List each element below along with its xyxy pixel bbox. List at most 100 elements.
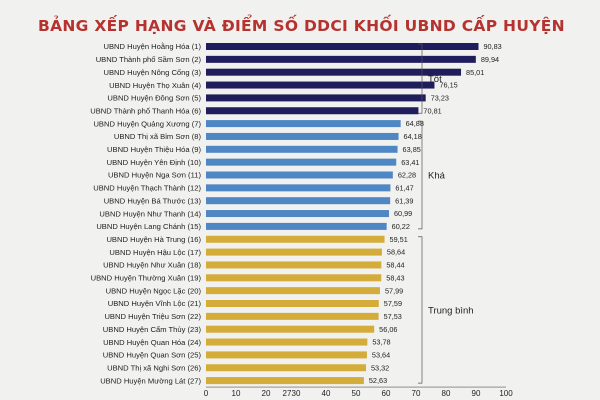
bar bbox=[206, 43, 479, 50]
value-label: 70,81 bbox=[423, 106, 441, 115]
bar bbox=[206, 68, 462, 76]
category-label: UBND Huyện Thiệu Hóa (9) bbox=[107, 145, 201, 154]
group-label: Tốt bbox=[428, 74, 442, 85]
category-label: UBND Huyện Như Thanh (14) bbox=[99, 209, 201, 218]
x-tick-label: 100 bbox=[499, 389, 513, 398]
value-label: 58,64 bbox=[387, 248, 405, 257]
bar bbox=[206, 274, 382, 282]
bar bbox=[206, 197, 391, 205]
bar bbox=[206, 351, 367, 359]
category-label: UBND Huyện Quảng Xương (7) bbox=[93, 119, 201, 128]
bar bbox=[206, 145, 398, 153]
bar bbox=[206, 325, 375, 333]
value-label: 60,22 bbox=[392, 222, 410, 231]
x-tick-label: 27 bbox=[283, 389, 292, 398]
category-label: UBND Huyện Lang Chánh (15) bbox=[96, 222, 201, 231]
bar bbox=[206, 364, 366, 372]
bar bbox=[206, 132, 399, 140]
value-label: 85,01 bbox=[466, 68, 484, 77]
x-tick-label: 80 bbox=[442, 389, 451, 398]
x-tick-label: 0 bbox=[204, 389, 209, 398]
bar bbox=[206, 171, 393, 179]
category-label: UBND Huyện Mường Lát (27) bbox=[100, 376, 201, 385]
bar bbox=[206, 81, 435, 89]
bar bbox=[206, 377, 364, 385]
value-label: 53,64 bbox=[372, 351, 390, 360]
value-label: 60,99 bbox=[394, 209, 412, 218]
category-label: UBND Huyện Thạch Thành (12) bbox=[93, 184, 201, 193]
bar bbox=[206, 261, 382, 269]
value-label: 89,94 bbox=[481, 55, 499, 64]
bar bbox=[206, 158, 397, 166]
group-bracket bbox=[418, 236, 423, 384]
x-tick-label: 40 bbox=[322, 389, 331, 398]
x-tick-label: 10 bbox=[232, 389, 241, 398]
value-label: 57,59 bbox=[384, 299, 402, 308]
bar bbox=[206, 312, 379, 320]
bar bbox=[206, 222, 387, 230]
value-label: 76,15 bbox=[439, 81, 457, 90]
group-bracket bbox=[418, 43, 423, 114]
bar bbox=[206, 184, 391, 192]
category-label: UBND Huyện Triệu Sơn (22) bbox=[104, 312, 201, 321]
value-label: 52,63 bbox=[369, 376, 387, 385]
category-label: UBND Huyện Hoằng Hóa (1) bbox=[104, 42, 202, 51]
bar bbox=[206, 210, 389, 218]
x-tick-label: 60 bbox=[382, 389, 391, 398]
value-label: 56,06 bbox=[379, 325, 397, 334]
value-label: 90,83 bbox=[483, 42, 501, 51]
category-label: UBND Huyện Hà Trung (16) bbox=[106, 235, 201, 244]
x-tick-label: 30 bbox=[292, 389, 301, 398]
category-label: UBND Thành phố Thanh Hóa (6) bbox=[90, 106, 201, 115]
bar bbox=[206, 55, 476, 63]
category-label: UBND Thị xã Nghi Sơn (26) bbox=[107, 363, 201, 372]
group-label: Khá bbox=[428, 171, 446, 182]
value-label: 53,32 bbox=[371, 363, 389, 372]
category-label: UBND Thành phố Sầm Sơn (2) bbox=[96, 55, 202, 64]
chart-title: BẢNG XẾP HẠNG VÀ ĐIỂM SỐ DDCI KHỐI UBND … bbox=[38, 17, 565, 35]
category-label: UBND Huyện Đông Sơn (5) bbox=[107, 94, 201, 103]
category-label: UBND Huyện Hậu Lộc (17) bbox=[109, 248, 201, 257]
value-label: 57,99 bbox=[385, 286, 403, 295]
value-label: 57,53 bbox=[384, 312, 402, 321]
bar bbox=[206, 300, 379, 307]
bar bbox=[206, 120, 401, 128]
value-label: 53,78 bbox=[372, 338, 390, 347]
value-label: 61,47 bbox=[395, 183, 413, 192]
x-tick-label: 90 bbox=[472, 389, 481, 398]
bar bbox=[206, 248, 382, 256]
category-label: UBND Huyện Yên Định (10) bbox=[107, 158, 202, 167]
value-label: 62,28 bbox=[398, 171, 416, 180]
category-label: UBND Huyện Vĩnh Lộc (21) bbox=[108, 299, 202, 308]
x-tick-label: 50 bbox=[352, 389, 361, 398]
category-label: UBND Huyện Nga Sơn (11) bbox=[108, 171, 202, 180]
category-label: UBND Huyện Thường Xuân (19) bbox=[91, 274, 202, 283]
category-label: UBND Huyện Quan Hóa (24) bbox=[103, 338, 201, 347]
category-label: UBND Huyện Bá Thước (13) bbox=[104, 196, 202, 205]
value-label: 63,41 bbox=[401, 158, 419, 167]
category-label: UBND Huyện Ngọc Lặc (20) bbox=[106, 286, 202, 295]
category-label: UBND Huyện Nông Cống (3) bbox=[104, 68, 202, 77]
category-label: UBND Huyện Cẩm Thủy (23) bbox=[103, 325, 202, 334]
group-bracket bbox=[418, 120, 423, 230]
category-label: UBND Huyện Thọ Xuân (4) bbox=[109, 81, 201, 90]
x-tick-label: 20 bbox=[262, 389, 271, 398]
value-label: 58,44 bbox=[386, 261, 404, 270]
value-label: 63,85 bbox=[403, 145, 421, 154]
category-label: UBND Thị xã Bỉm Sơn (8) bbox=[114, 132, 202, 141]
bar bbox=[206, 287, 380, 295]
value-label: 59,51 bbox=[390, 235, 408, 244]
bar bbox=[206, 107, 419, 115]
group-label: Trung bình bbox=[428, 305, 474, 316]
value-label: 64,18 bbox=[404, 132, 422, 141]
category-label: UBND Huyện Như Xuân (18) bbox=[103, 261, 201, 270]
value-label: 73,23 bbox=[431, 94, 449, 103]
value-label: 61,39 bbox=[395, 196, 413, 205]
category-label: UBND Huyện Quan Sơn (25) bbox=[103, 351, 202, 360]
value-label: 64,88 bbox=[406, 119, 424, 128]
bar bbox=[206, 338, 368, 346]
x-tick-label: 70 bbox=[412, 389, 421, 398]
bar bbox=[206, 94, 426, 102]
